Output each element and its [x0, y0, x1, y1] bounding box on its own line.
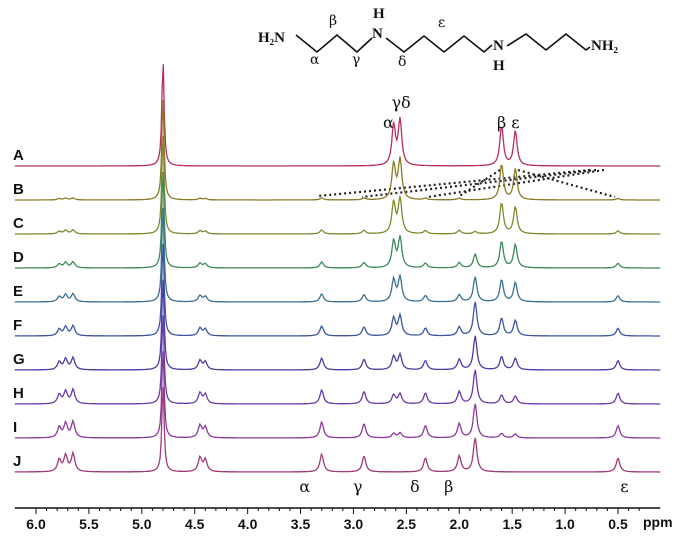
chain-bond-left	[295, 33, 373, 54]
row-label-c: C	[13, 215, 24, 232]
bottom-peak-label-0: α	[299, 477, 310, 496]
spectra-group	[14, 64, 661, 473]
x-tick-label: 3.5	[291, 516, 311, 532]
x-tick-label: 4.5	[185, 516, 205, 532]
spectrum-j	[14, 387, 661, 473]
x-axis-label: ppm	[643, 514, 673, 530]
mol-gamma-label: γ	[352, 52, 360, 68]
x-tick-label: 2.0	[450, 516, 470, 532]
mol-beta-label: β	[329, 13, 337, 29]
row-label-i: I	[13, 419, 17, 436]
spectrum-d	[14, 171, 661, 269]
chain-bond-middle	[385, 34, 493, 54]
bottom-peak-label-2: δ	[410, 477, 420, 496]
top-peak-label-1: γδ	[391, 93, 410, 112]
bottom-peak-label-4: ε	[620, 477, 628, 496]
x-tick-label: 3.0	[344, 516, 364, 532]
spectrum-a	[14, 64, 661, 167]
spectrum-g	[14, 279, 661, 371]
top-peak-label-2: β	[497, 113, 506, 132]
right-amine-label: NH₂	[591, 38, 619, 54]
chain-bond-right	[506, 32, 591, 52]
nh2-h-label: H	[493, 58, 505, 74]
spectrum-e	[14, 207, 661, 303]
x-tick-label: 2.5	[397, 516, 417, 532]
nh1-h-label: H	[373, 6, 385, 22]
nh1-n-label: N	[372, 26, 383, 42]
dotted-line-1	[317, 168, 591, 198]
nh2-n-label: N	[493, 38, 504, 54]
spermine-structure: H₂N H N N H NH₂ α β γ δ ε	[258, 6, 619, 74]
mol-epsilon-label: ε	[438, 15, 445, 31]
x-tick-label: 5.5	[79, 516, 99, 532]
x-axis: 6.0 5.5 5.0 4.5 4.0 3.5 3.0 2.5 2.0 1.5 1.0 0.5 ppm	[14, 507, 673, 532]
spectrum-f	[14, 243, 661, 337]
row-label-f: F	[13, 317, 22, 334]
spectrum-h	[14, 315, 661, 405]
x-tick-label: 5.0	[132, 516, 152, 532]
left-amine-label: H₂N	[258, 30, 285, 46]
spectrum-i	[14, 351, 661, 439]
row-label-j: J	[13, 453, 21, 470]
spectrum-b	[14, 100, 661, 201]
top-peak-label-0: α	[383, 113, 394, 132]
mol-alpha-label: α	[310, 52, 320, 68]
bottom-peak-label-1: γ	[353, 477, 363, 496]
row-label-b: B	[13, 181, 24, 198]
x-tick-label: 0.5	[608, 516, 628, 532]
bottom-peak-label-3: β	[444, 477, 453, 496]
correlation-lines	[317, 168, 616, 199]
row-label-g: G	[13, 351, 25, 368]
dotted-line-5	[517, 168, 616, 199]
row-label-h: H	[13, 385, 24, 402]
spectrum-c	[14, 136, 661, 235]
x-tick-label: 1.0	[555, 516, 575, 532]
dotted-line-2	[361, 168, 597, 199]
row-label-a: A	[13, 147, 24, 164]
row-label-e: E	[13, 283, 23, 300]
x-tick-label: 1.5	[502, 516, 522, 532]
x-tick-label: 6.0	[26, 516, 46, 532]
row-label-d: D	[13, 249, 24, 266]
top-peak-label-3: ε	[511, 113, 519, 132]
x-tick-label: 4.0	[238, 516, 258, 532]
dotted-line-4	[457, 169, 501, 198]
mol-delta-label: δ	[398, 54, 406, 70]
